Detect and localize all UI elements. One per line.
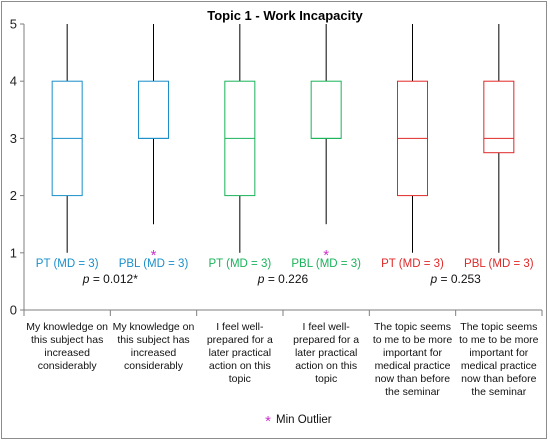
outlier-marker: *: [323, 247, 329, 264]
category-label-line: the seminar: [471, 386, 526, 398]
p-symbol: p: [257, 272, 265, 286]
category-label-line: important for: [469, 347, 528, 359]
category-label-line: the seminar: [385, 386, 440, 398]
p-value: = 0.226: [264, 272, 308, 286]
y-tick-label: 3: [10, 131, 17, 146]
x-category-label: My knowledge on this subject has increased…: [113, 321, 195, 372]
p-value-label: p = 0.253: [429, 272, 481, 286]
category-label-line: medical practice: [461, 360, 537, 372]
group-label: PBL (MD = 3): [291, 258, 361, 270]
category-label-line: this subject has: [117, 334, 189, 346]
category-label-line: My knowledge on: [26, 321, 108, 333]
group-label: PBL (MD = 3): [464, 258, 534, 270]
category-label-line: considerably: [38, 360, 98, 372]
category-label-line: later practical: [295, 347, 357, 359]
category-label-line: action on this: [209, 360, 271, 372]
y-tick-label: 1: [10, 245, 17, 260]
category-label-line: prepared for a: [207, 334, 273, 346]
category-label-line: considerably: [124, 360, 184, 372]
p-value-label: p = 0.226: [257, 272, 309, 286]
chart-title: Topic 1 - Work Incapacity: [207, 8, 363, 23]
category-label-line: prepared for a: [293, 334, 359, 346]
box-iqr: [483, 80, 515, 154]
category-label-line: topic: [229, 373, 251, 385]
p-symbol: p: [429, 272, 437, 286]
legend-label: Min Outlier: [276, 414, 332, 426]
box-iqr: [310, 80, 342, 139]
group-label: PT (MD = 3): [36, 258, 99, 270]
x-category-label: The topic seems to me to be more important…: [459, 321, 539, 398]
p-value: = 0.253: [437, 272, 481, 286]
category-label-line: now than before: [461, 373, 536, 385]
category-label-line: medical practice: [375, 360, 451, 372]
category-label-line: increased: [44, 347, 90, 359]
category-label-line: My knowledge on: [113, 321, 195, 333]
y-tick-label: 5: [10, 17, 17, 32]
y-tick-label: 0: [10, 303, 17, 318]
category-label-line: increased: [131, 347, 177, 359]
category-label-line: now than before: [375, 373, 450, 385]
x-category-label: I feel well-prepared for a later practica…: [293, 321, 359, 385]
group-label: PT (MD = 3): [208, 258, 271, 270]
category-label-line: this subject has: [31, 334, 103, 346]
category-label-line: action on this: [295, 360, 357, 372]
x-category-label: My knowledge on this subject has increased…: [26, 321, 108, 372]
category-label-line: The topic seems: [460, 321, 537, 333]
group-label: PT (MD = 3): [381, 258, 444, 270]
y-tick-label: 2: [10, 188, 17, 203]
category-label-line: to me to be more: [373, 334, 453, 346]
x-category-label: I feel well-prepared for a later practica…: [207, 321, 273, 385]
category-label-line: to me to be more: [459, 334, 539, 346]
category-label-line: I feel well-: [303, 321, 351, 333]
category-label-line: later practical: [209, 347, 271, 359]
legend-marker: *: [265, 413, 271, 430]
category-label-line: topic: [315, 373, 337, 385]
box-iqr: [138, 80, 169, 139]
p-value: = 0.012*: [89, 272, 138, 286]
p-value-label: p = 0.012*: [82, 272, 138, 286]
group-label: PBL (MD = 3): [119, 258, 189, 270]
x-category-label: The topic seems to me to be more important…: [373, 321, 453, 398]
category-label-line: I feel well-: [216, 321, 264, 333]
y-tick-label: 4: [10, 74, 17, 89]
outlier-marker: *: [151, 247, 157, 264]
category-label-line: The topic seems: [374, 321, 451, 333]
category-label-line: important for: [383, 347, 442, 359]
p-symbol: p: [82, 272, 90, 286]
